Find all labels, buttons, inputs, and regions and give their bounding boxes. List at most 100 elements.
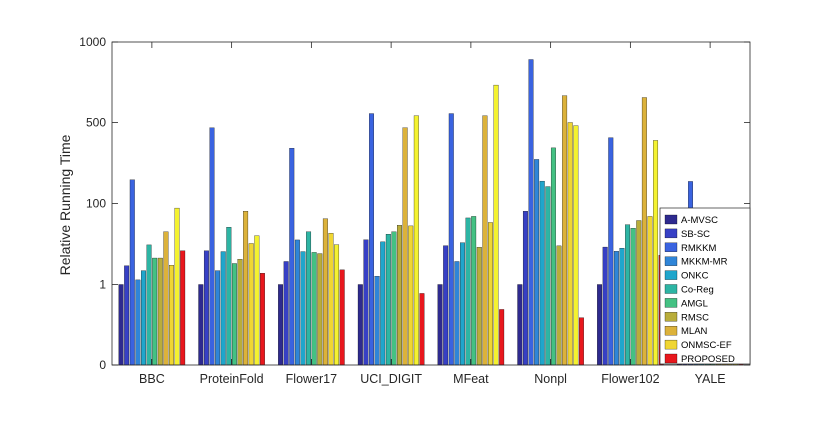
bar-onmsc-ef-flower17 — [328, 233, 334, 366]
bar-a-mvsc-uci_digit — [357, 284, 363, 366]
bar-sb-sc-proteinfold — [203, 250, 209, 366]
bar-sb-sc-flower17 — [283, 261, 289, 366]
bar-proposed-uci_digit — [419, 293, 425, 366]
bar-onkc-flower17 — [300, 251, 306, 366]
bar-mlan-bbc — [163, 231, 169, 366]
legend-label: MLAN — [681, 326, 708, 337]
legend-swatch — [664, 339, 678, 350]
bar-mkkm-mr-nonpl — [534, 159, 540, 366]
legend-label: Co-Reg — [681, 285, 714, 296]
legend-swatch — [664, 242, 678, 252]
y-axis-title: Relative Running Time — [57, 134, 73, 275]
bar-co-reg-flower17 — [306, 231, 312, 366]
category-label: ProteinFold — [200, 372, 264, 386]
bar-mlan-flower102 — [641, 97, 647, 366]
bar-onkc-uci_digit — [380, 241, 386, 366]
bar-proposed-proteinfold — [259, 273, 265, 366]
legend-swatch — [664, 298, 678, 308]
bar-proposed-mfeat — [499, 309, 505, 366]
legend-label: RMSC — [681, 312, 709, 323]
bar-proposed_noleg-uci_digit — [413, 115, 419, 366]
bar-mkkm-mr-bbc — [135, 279, 141, 366]
bar-rmsc-proteinfold — [237, 259, 243, 366]
legend-label: RMKKM — [681, 243, 716, 254]
bar-onkc-mfeat — [460, 242, 465, 366]
bar-rmkkm-nonpl — [528, 59, 534, 366]
bar-co-reg-flower102 — [625, 224, 631, 366]
bar-amgl-mfeat — [471, 216, 477, 366]
bar-rmsc-flower17 — [317, 253, 323, 366]
bar-rmkkm-uci_digit — [369, 113, 374, 366]
category-label: BBC — [139, 372, 165, 386]
bar-amgl-flower102 — [630, 228, 636, 366]
y-tick-label: 100 — [86, 197, 106, 211]
y-tick-label: 1000 — [79, 35, 106, 49]
bar-mkkm-mr-proteinfold — [215, 270, 221, 366]
bar-proposed_noleg-flower17 — [334, 244, 340, 366]
bar-rmsc-bbc — [157, 257, 163, 366]
category-label: Flower102 — [601, 372, 659, 386]
bar-onkc-flower102 — [619, 247, 625, 366]
bar-sb-sc-nonpl — [522, 211, 528, 366]
bar-proposed_noleg-mfeat — [493, 84, 499, 366]
bar-proposed_noleg-bbc — [174, 207, 180, 366]
y-tick-label: 0 — [99, 358, 106, 372]
bar-mlan-flower17 — [322, 218, 328, 366]
bar-amgl-nonpl — [550, 147, 556, 366]
bar-amgl-flower17 — [311, 252, 317, 366]
legend-swatch — [664, 284, 678, 294]
bar-proposed-bbc — [180, 250, 186, 366]
bar-sb-sc-flower102 — [602, 246, 608, 366]
bar-a-mvsc-flower102 — [597, 284, 603, 366]
bar-proposed-flower17 — [339, 269, 345, 366]
bar-rmsc-nonpl — [556, 245, 562, 366]
category-label: Nonpl — [534, 372, 567, 386]
legend-label: SB-SC — [681, 229, 710, 240]
legend-label: MKKM-MR — [681, 257, 728, 268]
bar-sb-sc-mfeat — [443, 245, 449, 366]
legend-label: ONMSC-EF — [681, 340, 732, 351]
legend: A-MVSC SB-SC RMKKM MKKM-MR ONKC Co-Reg AMGL RMS… — [659, 207, 751, 365]
bar-onkc-proteinfold — [220, 251, 226, 366]
category-label: Flower17 — [286, 372, 337, 386]
bar-mlan-nonpl — [562, 95, 568, 366]
bar-co-reg-proteinfold — [226, 227, 232, 366]
bar-onmsc-ef-flower102 — [647, 216, 653, 366]
bar-a-mvsc-flower17 — [278, 284, 284, 366]
bar-a-mvsc-bbc — [118, 284, 124, 366]
bar-co-reg-bbc — [146, 244, 152, 366]
bar-onkc-nonpl — [539, 180, 545, 366]
category-label: YALE — [695, 372, 726, 386]
legend-swatch — [664, 228, 678, 239]
category-label: MFeat — [453, 372, 489, 386]
legend-swatch — [664, 214, 678, 225]
bar-rmsc-mfeat — [476, 247, 482, 366]
bar-onmsc-ef-proteinfold — [248, 243, 254, 366]
legend-swatch — [664, 326, 678, 336]
bar-co-reg-nonpl — [545, 186, 551, 366]
legend-label: ONKC — [681, 271, 709, 282]
legend-swatch — [664, 270, 678, 280]
bars-group — [118, 59, 744, 366]
bar-onmsc-ef-bbc — [169, 265, 174, 366]
bar-mlan-proteinfold — [243, 211, 249, 366]
bar-onmsc-ef-uci_digit — [408, 225, 414, 366]
legend-swatch — [664, 256, 678, 266]
bar-sb-sc-bbc — [124, 265, 130, 366]
bar-rmkkm-flower102 — [608, 137, 614, 366]
bar-proposed_noleg-flower102 — [653, 140, 659, 366]
legend-label: AMGL — [681, 298, 708, 309]
bar-mlan-uci_digit — [402, 127, 408, 366]
bar-rmkkm-bbc — [129, 179, 135, 366]
legend-swatch — [664, 312, 678, 322]
bar-amgl-proteinfold — [231, 263, 237, 366]
bar-a-mvsc-nonpl — [517, 284, 523, 366]
bar-onkc-bbc — [141, 270, 146, 366]
bar-co-reg-mfeat — [465, 217, 471, 366]
bar-mkkm-mr-mfeat — [454, 261, 460, 366]
bar-a-mvsc-proteinfold — [198, 284, 204, 366]
bar-amgl-uci_digit — [391, 231, 397, 366]
bar-rmkkm-proteinfold — [209, 127, 215, 366]
category-label: UCI_DIGIT — [360, 372, 422, 386]
